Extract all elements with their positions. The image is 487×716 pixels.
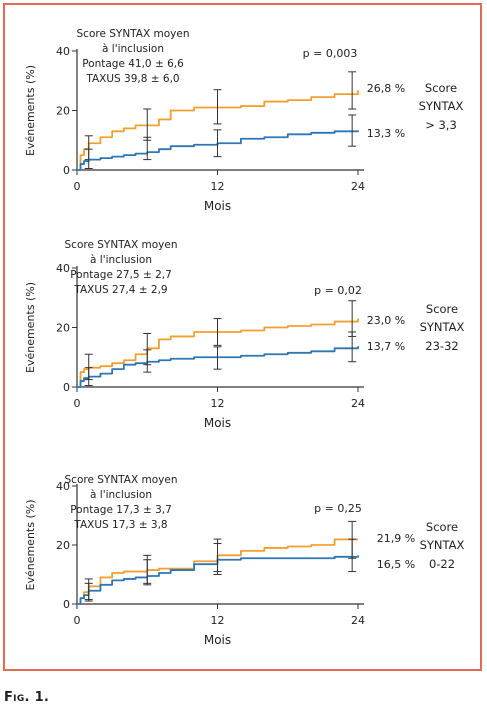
x-tick-label: 0: [74, 180, 81, 193]
group-label-line: Score: [425, 81, 457, 95]
x-axis-label: Mois: [204, 416, 231, 430]
end-label-blue: 16,5 %: [377, 558, 415, 571]
info-line: à l'inclusion: [90, 254, 152, 266]
error-bar-orange: [348, 300, 357, 337]
p-value: p = 0,25: [314, 502, 362, 515]
error-bar-blue: [143, 349, 152, 373]
info-line: TAXUS 39,8 ± 6,0: [85, 73, 179, 85]
group-label-line: 23-32: [425, 339, 458, 353]
x-tick-label: 24: [351, 180, 365, 193]
x-tick-label: 24: [351, 614, 365, 627]
figure-caption: Fig. 1.: [4, 690, 50, 705]
error-bar-blue: [348, 331, 357, 363]
info-line: Score SYNTAX moyen: [65, 474, 178, 486]
y-tick-label: 40: [56, 480, 70, 493]
error-bar-blue: [143, 559, 152, 586]
group-label-line: SYNTAX: [419, 99, 464, 113]
group-label-line: Score: [426, 520, 458, 534]
info-line: Score SYNTAX moyen: [65, 239, 178, 251]
group-label-line: 0-22: [429, 557, 455, 571]
error-bar-blue: [143, 136, 152, 161]
x-tick-label: 24: [351, 397, 365, 410]
y-axis-label: Evénements (%): [24, 500, 37, 591]
group-label-line: SYNTAX: [420, 538, 465, 552]
info-line: Pontage 17,3 ± 3,7: [70, 504, 172, 516]
info-line: à l'inclusion: [90, 489, 152, 501]
p-value: p = 0,003: [303, 47, 358, 60]
y-tick-label: 20: [56, 539, 70, 552]
error-bar-blue: [213, 129, 222, 158]
error-bar-blue: [213, 346, 222, 370]
error-bar-blue: [84, 367, 93, 387]
x-tick-label: 0: [74, 614, 81, 627]
info-line: Pontage 27,5 ± 2,7: [70, 269, 172, 281]
x-tick-label: 12: [211, 180, 225, 193]
info-line: TAXUS 17,3 ± 3,8: [73, 519, 167, 531]
figure-frame: [3, 3, 482, 671]
end-label-orange: 26,8 %: [367, 82, 405, 95]
info-line: Score SYNTAX moyen: [77, 28, 190, 40]
group-label-line: SYNTAX: [420, 320, 465, 334]
y-axis-label: Evénements (%): [24, 282, 37, 373]
y-tick-label: 40: [56, 262, 70, 275]
x-tick-label: 0: [74, 397, 81, 410]
x-axis-label: Mois: [204, 199, 231, 213]
panel-syntax-low: 0 20 40 0 12 24 Mois Evénements (%) Score SYNTAX…: [24, 474, 465, 647]
error-bar-orange: [348, 71, 357, 110]
info-line: TAXUS 27,4 ± 2,9: [73, 284, 167, 296]
p-value: p = 0,02: [314, 284, 362, 297]
info-line: Pontage 41,0 ± 6,6: [82, 58, 184, 70]
y-tick-label: 0: [63, 598, 70, 611]
panel-syntax-high: 0 20 40 0 12 24 Mois Evénements (%) Score SYNTAX…: [24, 28, 464, 213]
error-bar-blue: [213, 543, 222, 575]
y-tick-label: 20: [56, 105, 70, 118]
error-bar-blue: [84, 582, 93, 602]
panel-syntax-mid: 0 20 40 0 12 24 Mois Evénements (%) Score SYNTAX…: [24, 239, 465, 430]
error-bar-orange: [213, 89, 222, 125]
y-tick-label: 20: [56, 322, 70, 335]
group-label-line: > 3,3: [425, 118, 457, 132]
group-label-line: Score: [426, 302, 458, 316]
end-label-blue: 13,7 %: [367, 340, 405, 353]
end-label-blue: 13,3 %: [367, 127, 405, 140]
info-line: à l'inclusion: [102, 43, 164, 55]
y-axis-label: Evénements (%): [24, 65, 37, 156]
y-tick-label: 0: [63, 164, 70, 177]
x-tick-label: 12: [211, 397, 225, 410]
end-label-orange: 23,0 %: [367, 314, 405, 327]
error-bar-blue: [348, 538, 357, 573]
error-bar-blue: [84, 148, 93, 170]
x-axis-label: Mois: [204, 633, 231, 647]
end-label-orange: 21,9 %: [377, 532, 415, 545]
error-bar-orange: [213, 318, 222, 346]
x-tick-label: 12: [211, 614, 225, 627]
y-tick-label: 0: [63, 381, 70, 394]
error-bar-blue: [348, 114, 357, 147]
y-tick-label: 40: [56, 45, 70, 58]
